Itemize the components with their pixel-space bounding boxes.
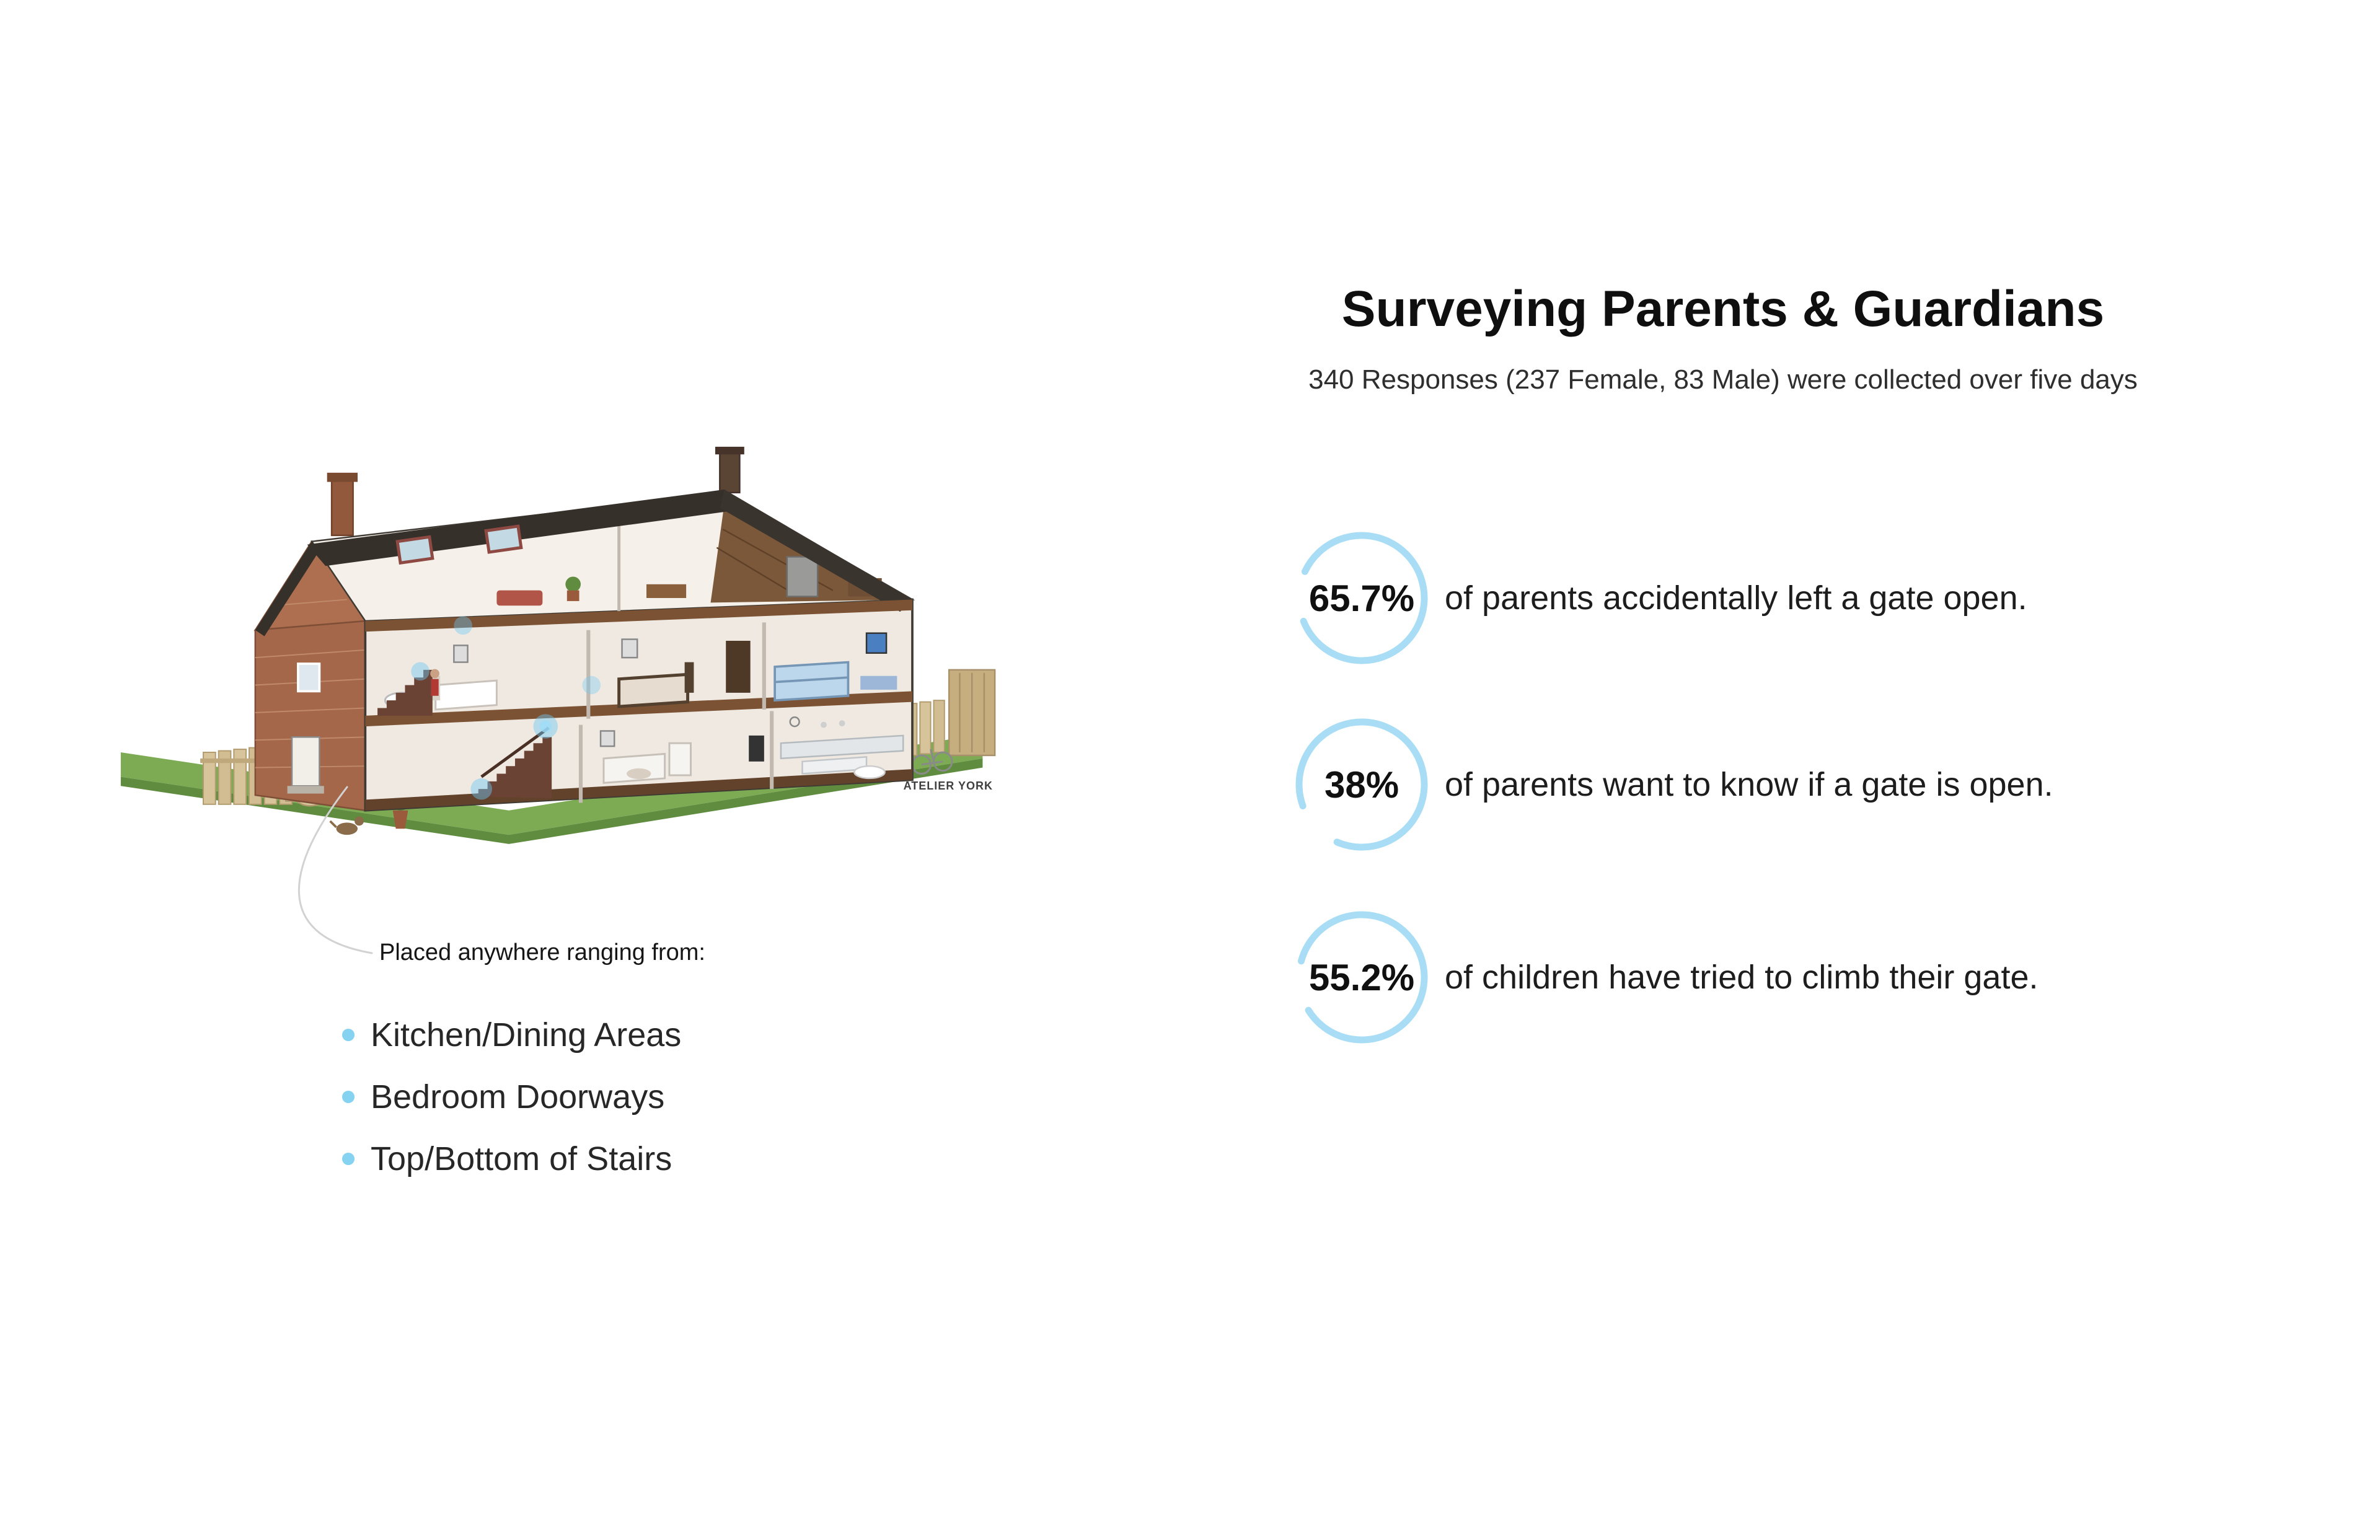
floor-slab	[365, 769, 912, 811]
stat-percent: 55.2%	[1308, 956, 1415, 998]
stat-ring: 55.2%	[1289, 904, 1435, 1050]
wall-art-icon	[453, 645, 469, 663]
bunk-bed-icon	[774, 661, 850, 702]
ground-floor	[377, 669, 904, 803]
stat-ring-icon	[1295, 718, 1428, 851]
skylight-icon	[484, 524, 523, 554]
middle-floor	[384, 622, 897, 719]
staircase-icon	[377, 669, 433, 716]
placement-label: Top/Bottom of Stairs	[371, 1140, 672, 1177]
house-cutaway-illustration	[115, 284, 1001, 866]
bullet-dot-icon	[342, 1029, 355, 1041]
bullet-dot-icon	[342, 1091, 355, 1103]
stat-ring: 65.7%	[1289, 525, 1435, 671]
stat-ring-icon	[1295, 911, 1428, 1044]
survey-title: Surveying Parents & Guardians	[1341, 281, 2105, 337]
placement-item: Top/Bottom of Stairs	[342, 1128, 681, 1190]
gable-window-icon	[297, 662, 321, 693]
stat-text: of parents want to know if a gate is ope…	[1445, 766, 2053, 803]
stat-text: of parents accidentally left a gate open…	[1445, 579, 2027, 617]
clock-icon	[789, 716, 800, 728]
stat-ring-icon	[1295, 532, 1428, 664]
attic-desk-icon	[646, 584, 687, 598]
tv-icon	[749, 735, 764, 762]
stat-row: 65.7% of parents accidentally left a gat…	[1289, 525, 2027, 671]
placement-label: Kitchen/Dining Areas	[371, 1016, 682, 1054]
roof	[255, 489, 912, 636]
survey-header: Surveying Parents & Guardians 340 Respon…	[1227, 280, 2219, 395]
illustration-credit: ATELIER YORK	[903, 780, 993, 792]
bed-icon	[617, 672, 690, 708]
attic-sofa-icon	[496, 590, 543, 606]
sofa-icon	[668, 742, 692, 777]
kids-desk-icon	[860, 675, 897, 690]
coffee-table-icon	[626, 768, 651, 780]
skylight-icon	[395, 535, 434, 565]
dining-table-icon	[853, 765, 886, 780]
stat-text: of children have tried to climb their ga…	[1445, 959, 2038, 996]
front-door-icon	[291, 736, 320, 787]
bullet-dot-icon	[342, 1153, 355, 1165]
chimney-icon	[327, 446, 744, 537]
house-cutaway-svg	[120, 446, 996, 844]
bed-icon	[434, 679, 498, 711]
staircase-icon	[478, 737, 552, 798]
stat-row: 38% of parents want to know if a gate is…	[1289, 711, 2053, 858]
person-icon	[430, 669, 439, 696]
attic-plant-icon	[565, 576, 581, 592]
bicycle-icon	[911, 749, 953, 775]
floor-slab	[365, 599, 912, 632]
stat-ring: 38%	[1289, 711, 1435, 858]
right-fence-icon	[906, 669, 996, 757]
kitchen-counter-icon	[780, 734, 904, 760]
placement-list: Kitchen/Dining Areas Bedroom Doorways To…	[342, 1004, 681, 1190]
stat-percent: 65.7%	[1308, 577, 1415, 619]
placement-item: Kitchen/Dining Areas	[342, 1004, 681, 1066]
placement-label: Bedroom Doorways	[371, 1078, 665, 1115]
gate-location-glow	[411, 616, 601, 800]
survey-subtitle: 340 Responses (237 Female, 83 Male) were…	[1308, 364, 2138, 395]
kids-art-icon	[865, 632, 888, 654]
attic-tank-icon	[786, 556, 819, 597]
stat-row: 55.2% of children have tried to climb th…	[1289, 904, 2038, 1050]
stat-percent: 38%	[1324, 763, 1399, 806]
wardrobe-icon	[726, 641, 751, 693]
placement-caption: Placed anywhere ranging from:	[379, 939, 705, 966]
placement-item: Bedroom Doorways	[342, 1066, 681, 1128]
